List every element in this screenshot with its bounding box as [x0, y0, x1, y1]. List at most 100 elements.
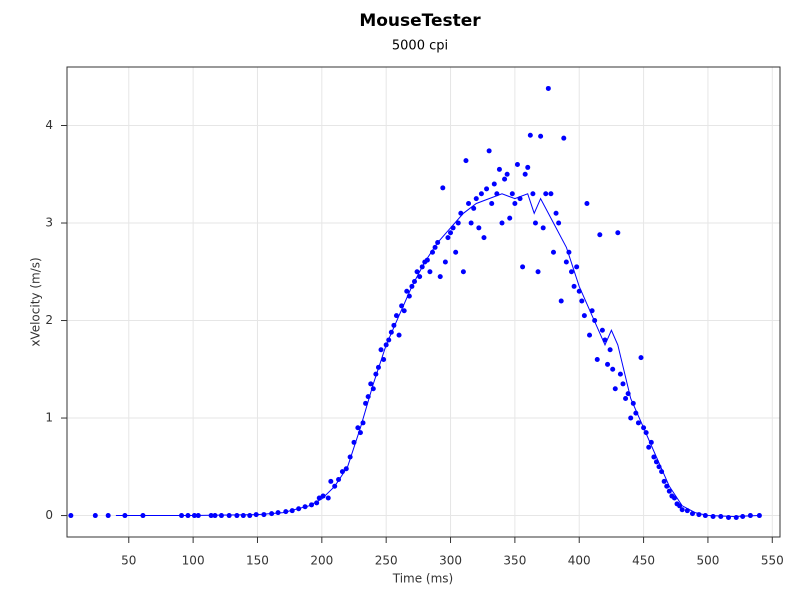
data-point	[602, 337, 608, 343]
data-point	[576, 288, 582, 294]
data-point	[566, 249, 572, 255]
data-point	[571, 283, 577, 289]
data-point	[417, 274, 423, 280]
data-point	[399, 303, 405, 309]
data-point	[628, 415, 634, 421]
data-point	[656, 464, 662, 470]
data-point	[648, 439, 654, 445]
data-point	[440, 185, 446, 191]
data-point	[445, 235, 451, 241]
data-point	[540, 225, 546, 231]
data-point	[489, 201, 495, 207]
data-point	[473, 196, 479, 202]
data-point	[569, 269, 575, 275]
data-point	[625, 391, 631, 397]
data-point	[240, 513, 246, 519]
data-point	[610, 366, 616, 372]
data-point	[471, 205, 477, 211]
data-point	[612, 386, 618, 392]
data-point	[296, 506, 302, 512]
data-point	[351, 439, 357, 445]
x-tick-label: 350	[503, 554, 526, 568]
x-tick-label: 150	[246, 554, 269, 568]
data-point	[605, 361, 611, 367]
data-point	[581, 313, 587, 319]
data-point	[545, 85, 551, 91]
data-point	[406, 293, 412, 299]
data-point	[357, 430, 363, 436]
data-point	[532, 220, 538, 226]
data-point	[234, 513, 240, 519]
data-point	[543, 191, 549, 197]
data-point	[623, 396, 629, 402]
data-point	[561, 135, 567, 141]
data-point	[553, 210, 559, 216]
data-point	[522, 171, 528, 177]
data-point	[747, 513, 753, 519]
data-point	[414, 269, 420, 275]
data-point	[381, 357, 387, 363]
data-point	[424, 257, 430, 263]
data-point	[607, 347, 613, 353]
data-point	[309, 502, 315, 508]
data-point	[289, 508, 295, 514]
data-point	[476, 225, 482, 231]
data-point	[388, 329, 394, 335]
data-point	[269, 511, 275, 517]
data-point	[710, 514, 716, 520]
data-point	[504, 171, 510, 177]
data-point	[733, 514, 739, 520]
data-point	[383, 342, 389, 348]
data-point	[419, 264, 425, 270]
chart-title: MouseTester	[359, 11, 481, 31]
data-point	[494, 191, 500, 197]
data-point	[756, 513, 762, 519]
data-point	[448, 230, 454, 236]
x-tick-label: 50	[121, 554, 136, 568]
data-point	[584, 201, 590, 207]
data-point	[574, 264, 580, 270]
x-tick-label: 300	[439, 554, 462, 568]
data-point	[442, 259, 448, 265]
data-point	[653, 459, 659, 465]
data-point	[677, 503, 683, 509]
data-point	[347, 454, 353, 460]
data-point	[520, 264, 526, 270]
data-point	[664, 483, 670, 489]
data-point	[507, 215, 513, 221]
data-point	[363, 400, 369, 406]
data-point	[696, 512, 702, 518]
data-point	[195, 513, 201, 519]
data-point	[597, 232, 603, 238]
data-point	[615, 230, 621, 236]
data-point	[336, 476, 342, 482]
data-point	[478, 191, 484, 197]
x-tick-label: 250	[375, 554, 398, 568]
data-point	[666, 488, 672, 494]
data-point	[684, 508, 690, 514]
data-point	[496, 166, 502, 172]
data-point	[247, 513, 253, 519]
y-tick-label: 2	[45, 313, 53, 327]
data-point	[718, 514, 724, 520]
data-point	[368, 381, 374, 387]
x-tick-label: 450	[632, 554, 655, 568]
data-point	[275, 510, 281, 516]
data-point	[393, 313, 399, 319]
data-point	[548, 191, 554, 197]
data-point	[437, 274, 443, 280]
data-point	[432, 244, 438, 250]
data-point	[638, 355, 644, 361]
data-point	[328, 478, 334, 484]
x-tick-label: 500	[696, 554, 719, 568]
data-point	[332, 483, 338, 489]
data-point	[689, 511, 695, 517]
data-point	[409, 283, 415, 289]
data-point	[140, 513, 146, 519]
y-axis-label: xVelocity (m/s)	[29, 257, 43, 346]
data-point	[589, 308, 595, 314]
data-point	[355, 425, 361, 431]
data-point	[218, 513, 224, 519]
